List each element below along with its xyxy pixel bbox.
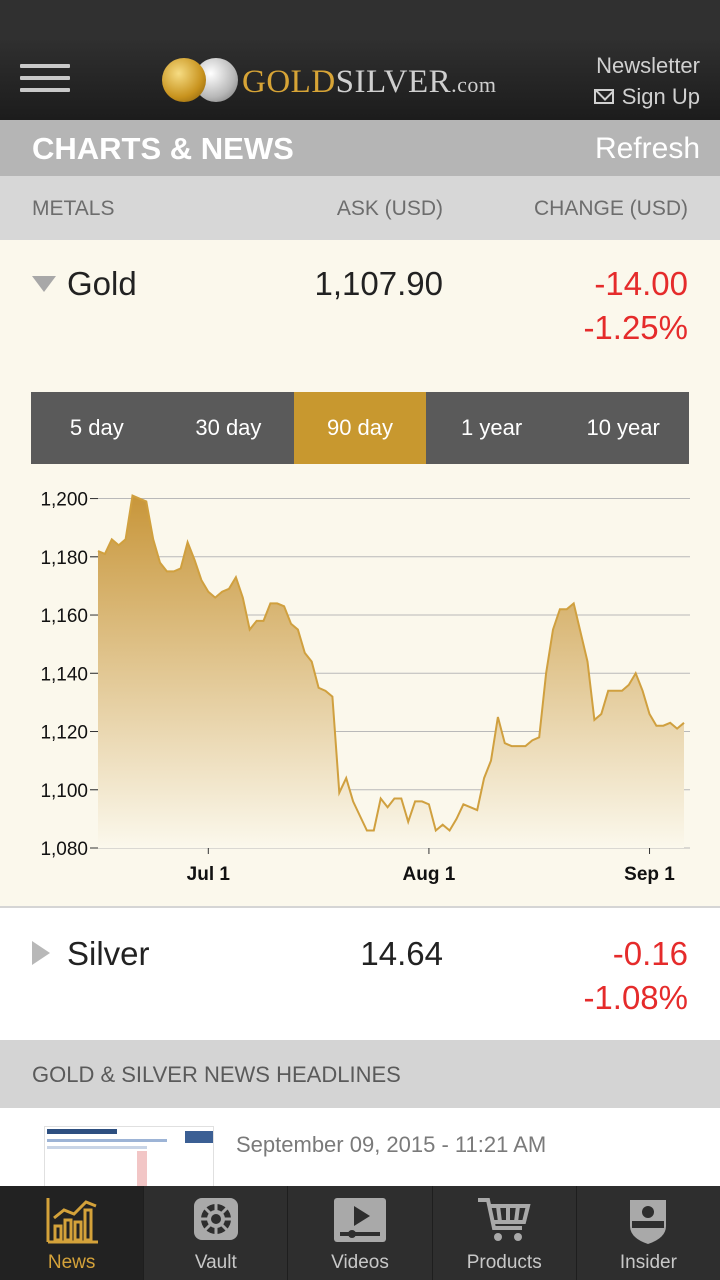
logo[interactable]: GOLDSILVER.com [162, 54, 497, 106]
x-tick-label: Aug 1 [403, 864, 456, 885]
metal-change: -0.16 [612, 935, 688, 972]
tab-label: Insider [619, 1252, 677, 1273]
tab-1-year[interactable]: 1 year [461, 415, 523, 440]
x-tick-label: Jul 1 [187, 864, 231, 885]
area-fill [98, 495, 684, 848]
column-metals: METALS [32, 197, 115, 220]
metal-name: Gold [67, 265, 137, 302]
insider-badge-icon [630, 1200, 667, 1244]
column-change: CHANGE (USD) [533, 197, 688, 220]
tab-products[interactable]: Products [433, 1186, 577, 1280]
cart-icon [478, 1198, 531, 1241]
tab-vault[interactable]: Vault [144, 1186, 289, 1280]
signup-label: Sign Up [621, 84, 700, 109]
tab-videos[interactable]: Videos [288, 1186, 433, 1280]
gold-coin-icon [162, 58, 206, 102]
top-bar: GOLDSILVER.com Newsletter Sign Up [0, 38, 720, 120]
y-tick-label: 1,120 [40, 723, 88, 744]
metal-change-pct: -1.25% [583, 309, 688, 346]
y-tick-label: 1,140 [40, 664, 88, 685]
y-tick-label: 1,100 [40, 781, 88, 802]
metal-ask: 1,107.90 [314, 265, 443, 302]
metal-change: -14.00 [594, 265, 688, 302]
mail-icon [593, 89, 614, 104]
x-tick-label: Sep 1 [624, 864, 675, 885]
tab-30-day[interactable]: 30 day [195, 415, 262, 440]
tab-label: Products [466, 1252, 542, 1273]
news-thumbnail [44, 1126, 214, 1188]
section-header: CHARTS & NEWS Refresh [0, 120, 720, 176]
expand-right-icon[interactable] [32, 941, 50, 965]
tab-label: News [47, 1252, 96, 1273]
column-ask: ASK (USD) [336, 197, 443, 220]
news-heading: GOLD & SILVER NEWS HEADLINES [32, 1062, 401, 1087]
price-chart: 1,200 1,180 1,160 1,140 1,120 1,100 1,080 Jul 1… [40, 490, 690, 885]
tab-5-day[interactable]: 5 day [69, 415, 124, 440]
video-play-icon [334, 1198, 386, 1242]
metal-row-silver[interactable]: Silver 14.64 -0.16 -1.08% [0, 910, 720, 1040]
expand-down-icon[interactable] [32, 276, 56, 292]
metal-change-pct: -1.08% [583, 979, 688, 1016]
y-tick-label: 1,200 [40, 490, 88, 511]
range-tabs: 5 day 30 day 90 day 1 year 10 year [31, 392, 689, 464]
tab-label: Vault [194, 1252, 237, 1273]
column-header: METALS ASK (USD) CHANGE (USD) [0, 176, 720, 240]
news-chart-icon [46, 1198, 98, 1244]
status-bar [0, 0, 720, 38]
y-tick-label: 1,160 [40, 606, 88, 627]
metal-name: Silver [67, 935, 150, 972]
tab-label: Videos [331, 1252, 389, 1273]
tab-news[interactable]: News [0, 1186, 145, 1280]
metal-row-gold[interactable]: Gold 1,107.90 -14.00 -1.25% 5 day 30 day… [0, 240, 720, 908]
tab-10-year[interactable]: 10 year [586, 415, 660, 440]
menu-icon[interactable] [20, 64, 70, 94]
metal-ask: 14.64 [360, 935, 443, 972]
refresh-button[interactable]: Refresh [594, 132, 700, 165]
signup-link[interactable]: Sign Up [593, 81, 700, 112]
news-item[interactable]: September 09, 2015 - 11:21 AM [0, 1108, 720, 1188]
news-date: September 09, 2015 - 11:21 AM [236, 1132, 547, 1157]
news-header: GOLD & SILVER NEWS HEADLINES [0, 1040, 720, 1108]
vault-icon [193, 1198, 238, 1240]
tab-insider[interactable]: Insider [577, 1186, 720, 1280]
bottom-tab-bar: News Vault Videos [0, 1186, 720, 1280]
newsletter-label: Newsletter [596, 53, 700, 78]
page-title: CHARTS & NEWS [32, 131, 294, 166]
y-tick-label: 1,180 [40, 548, 88, 569]
tab-90-day[interactable]: 90 day [294, 392, 426, 464]
logo-text: GOLDSILVER.com [242, 63, 497, 100]
newsletter-block[interactable]: Newsletter Sign Up [593, 50, 700, 112]
price-line [97, 494, 685, 833]
y-tick-label: 1,080 [40, 839, 88, 860]
